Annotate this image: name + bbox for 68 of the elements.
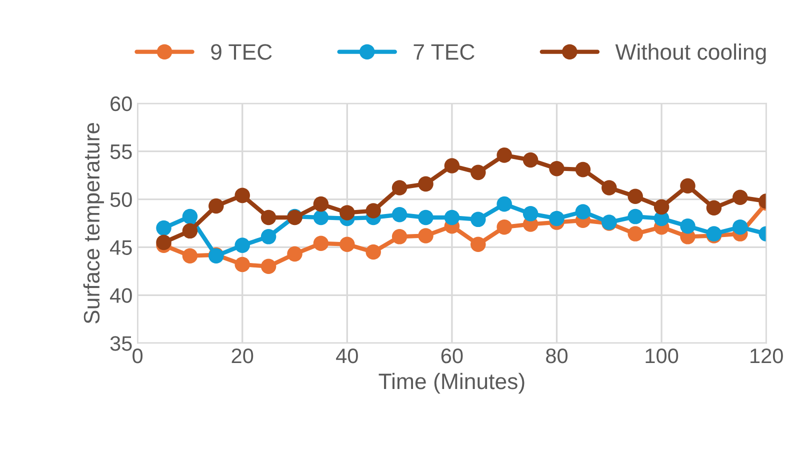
- point: [234, 256, 250, 272]
- point: [706, 200, 722, 216]
- point: [575, 162, 591, 178]
- point: [340, 205, 355, 220]
- point: [522, 152, 538, 168]
- point: [470, 164, 486, 180]
- x-tick-label: 100: [646, 348, 678, 364]
- point: [392, 206, 408, 222]
- point: [418, 228, 434, 244]
- point: [628, 226, 643, 242]
- y-tick-label: 45: [110, 240, 132, 255]
- point: [340, 236, 355, 252]
- y-tick-label: 55: [110, 144, 132, 160]
- x-axis-title: Time (Minutes): [378, 372, 524, 394]
- point: [287, 246, 302, 262]
- point: [602, 180, 617, 196]
- point: [182, 223, 198, 239]
- point: [366, 244, 381, 260]
- point: [522, 206, 538, 222]
- point: [496, 196, 512, 212]
- point: [549, 210, 564, 226]
- point: [680, 178, 696, 194]
- point: [182, 248, 198, 264]
- point: [418, 210, 434, 226]
- point: [156, 220, 172, 236]
- x-tick-label: 40: [336, 348, 358, 364]
- legend-label: Without cooling: [615, 44, 766, 64]
- y-tick-label: 35: [110, 336, 132, 351]
- point: [392, 180, 408, 196]
- point: [496, 219, 512, 235]
- point: [549, 160, 564, 176]
- point: [156, 234, 172, 250]
- x-tick-label: 80: [546, 348, 568, 364]
- point: [654, 199, 670, 215]
- legend-label: 9 TEC: [211, 44, 272, 60]
- point: [496, 148, 512, 163]
- point: [470, 212, 486, 228]
- point: [313, 196, 329, 212]
- point: [732, 219, 748, 235]
- x-tick-label: 120: [750, 348, 783, 364]
- point: [366, 203, 381, 218]
- point: [260, 229, 276, 244]
- x-tick-label: 20: [232, 348, 254, 364]
- point: [313, 210, 329, 226]
- x-tick-label: 60: [441, 348, 463, 364]
- point: [260, 210, 276, 226]
- y-tick-label: 50: [110, 192, 132, 208]
- point: [313, 236, 329, 252]
- point: [208, 198, 224, 214]
- x-tick-label: 0: [132, 348, 143, 364]
- point: [260, 258, 276, 274]
- point: [628, 208, 643, 224]
- point: [680, 218, 696, 234]
- point: [234, 238, 250, 253]
- point: [444, 158, 460, 174]
- point: [628, 188, 643, 204]
- legend-label: 7 TEC: [414, 44, 474, 60]
- y-axis-title: Surface temperature: [83, 122, 104, 324]
- point: [418, 176, 434, 192]
- point: [392, 229, 408, 244]
- point: [182, 208, 198, 224]
- y-tick-label: 40: [110, 288, 132, 303]
- point: [234, 188, 250, 204]
- point: [575, 204, 591, 220]
- point: [470, 236, 486, 252]
- y-tick-label: 60: [110, 96, 132, 112]
- point: [444, 210, 460, 226]
- point: [732, 190, 748, 205]
